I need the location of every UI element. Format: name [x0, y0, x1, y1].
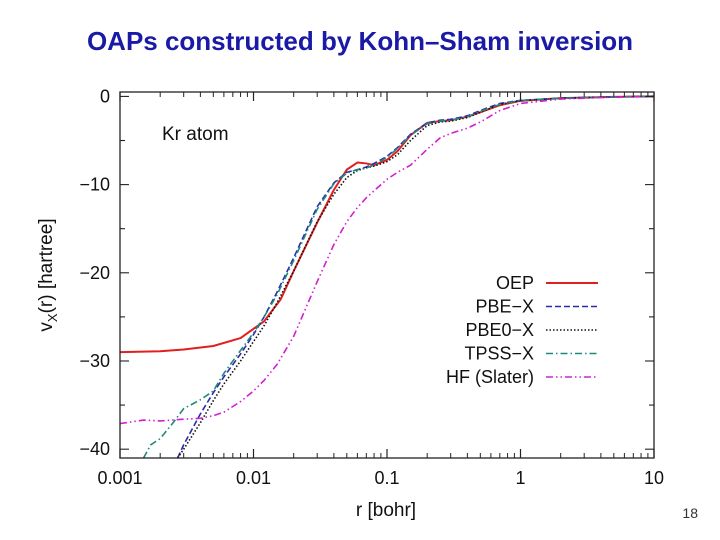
series-line-pbe0-x [176, 95, 654, 458]
kr-atom-annotation: Kr atom [162, 124, 229, 145]
x-tick-label: 0.1 [374, 468, 399, 488]
legend-label: TPSS−X [464, 344, 534, 364]
series-line-pbe-x [176, 95, 654, 458]
x-tick-label: 0.001 [97, 468, 142, 488]
y-tick-label: −30 [79, 351, 110, 371]
plot-area [120, 92, 654, 458]
y-tick-label: −10 [79, 175, 110, 195]
slide-title: OAPs constructed by Kohn–Sham inversion [86, 26, 634, 56]
x-tick-label: 0.01 [236, 468, 271, 488]
legend-label: HF (Slater) [446, 367, 534, 387]
legend-label: OEP [496, 273, 534, 293]
x-tick-label: 10 [644, 468, 664, 488]
x-axis-label: r [bohr] [356, 500, 416, 521]
x-tick-label: 1 [515, 468, 525, 488]
legend-label: PBE0−X [465, 320, 534, 340]
y-tick-label: 0 [100, 86, 110, 106]
slide-number: 18 [682, 505, 698, 521]
legend-label: PBE−X [475, 297, 534, 317]
y-tick-label: −40 [79, 439, 110, 459]
y-axis-label: vX(r) [hartree] [36, 218, 60, 331]
y-tick-label: −20 [79, 263, 110, 283]
